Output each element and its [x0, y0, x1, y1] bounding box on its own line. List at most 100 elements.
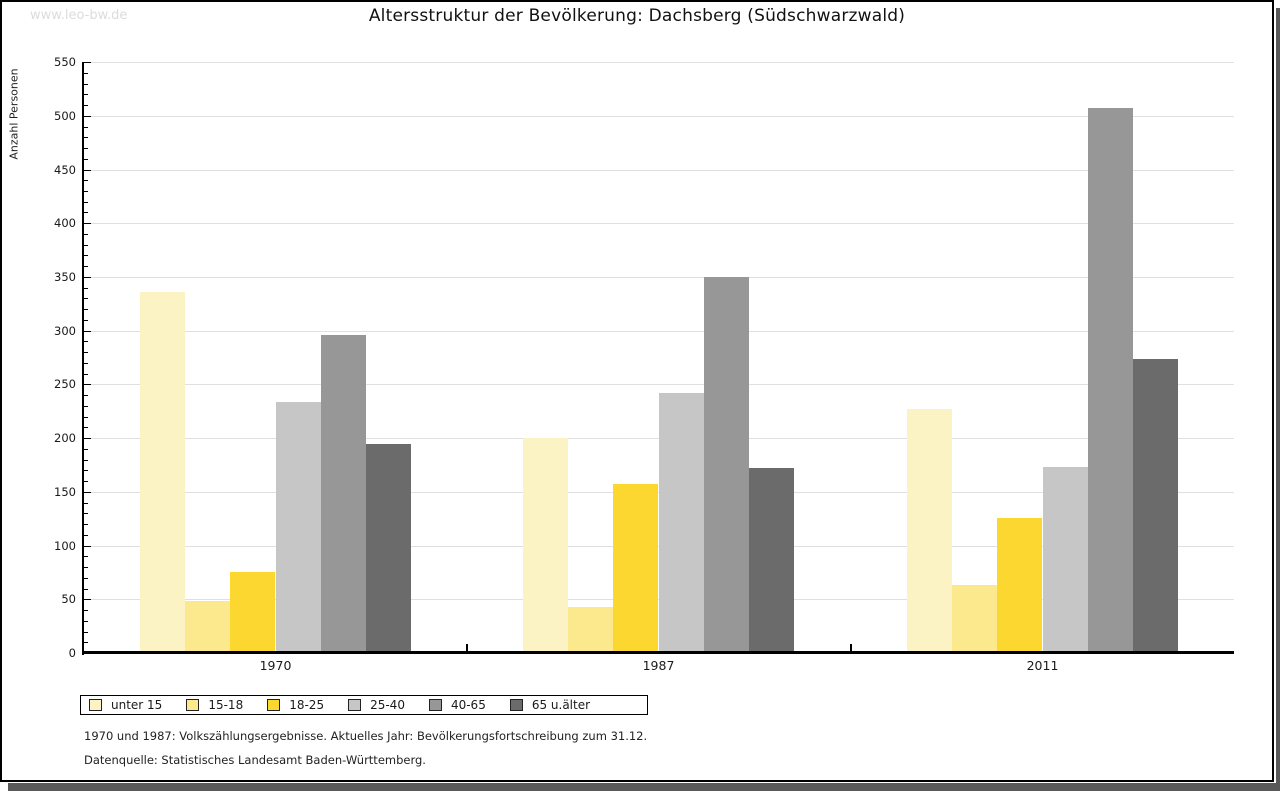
y-tick-label: 0	[68, 646, 76, 660]
y-minor-tick	[84, 631, 88, 633]
y-minor-tick	[84, 201, 88, 203]
x-axis-line	[82, 651, 1234, 654]
footnote-line-1: 1970 und 1987: Volkszählungsergebnisse. …	[84, 729, 648, 743]
bar-65-u-älter	[748, 468, 795, 653]
legend-swatch-icon	[186, 699, 200, 711]
frame-shadow-right	[1276, 8, 1280, 783]
x-group-label: 1987	[642, 658, 675, 673]
y-minor-tick	[84, 416, 88, 418]
y-minor-tick	[84, 577, 88, 579]
y-major-tick	[84, 599, 91, 601]
y-tick-label: 150	[54, 484, 76, 499]
gridline-350	[84, 276, 1234, 278]
x-group-label: 2011	[1026, 658, 1059, 673]
bar-unter-15	[906, 409, 953, 653]
y-major-tick	[84, 62, 91, 63]
y-tick-label: 250	[54, 377, 76, 392]
chart-title: Altersstruktur der Bevölkerung: Dachsber…	[368, 6, 906, 26]
y-axis-line	[82, 62, 84, 655]
legend-swatch-icon	[428, 699, 442, 711]
y-tick-label: 350	[54, 269, 76, 284]
y-tick-label: 500	[54, 108, 76, 123]
y-minor-tick	[84, 470, 88, 472]
legend-label: unter 15	[111, 698, 163, 712]
legend-label: 25-40	[370, 698, 405, 712]
bar-65-u-älter	[365, 443, 412, 653]
bar-18-25	[613, 484, 659, 653]
bar-40-65	[703, 276, 749, 653]
frame-shadow-bottom	[8, 783, 1280, 791]
y-minor-tick	[84, 105, 88, 106]
legend-swatch-icon	[267, 699, 281, 711]
gridline-300	[84, 330, 1234, 332]
bar-15-18	[568, 606, 614, 653]
y-minor-tick	[84, 341, 88, 343]
legend-swatch-icon	[89, 699, 102, 711]
y-minor-tick	[84, 180, 88, 182]
legend-item: 15-18	[186, 698, 243, 712]
legend-label: 18-25	[289, 698, 325, 712]
footnote-line-2: Datenquelle: Statistisches Landesamt Bad…	[84, 753, 426, 767]
y-minor-tick	[84, 233, 88, 235]
y-minor-tick	[84, 610, 88, 611]
y-minor-tick	[84, 448, 88, 450]
gridline-550	[84, 62, 1234, 63]
y-minor-tick	[84, 148, 88, 149]
y-major-tick	[84, 223, 91, 225]
bar-18-25	[997, 517, 1043, 653]
y-minor-tick	[84, 513, 88, 515]
y-minor-tick	[84, 588, 88, 590]
legend-label: 40-65	[450, 698, 486, 712]
y-minor-tick	[84, 502, 88, 504]
bar-25-40	[1042, 467, 1088, 653]
y-major-tick	[84, 330, 91, 332]
y-minor-tick	[84, 373, 88, 375]
y-minor-tick	[84, 481, 88, 483]
y-minor-tick	[84, 534, 88, 536]
legend-swatch-icon	[509, 699, 523, 711]
bar-15-18	[952, 585, 998, 653]
bar-unter-15	[522, 438, 569, 653]
y-minor-tick	[84, 524, 88, 526]
y-minor-tick	[84, 567, 88, 568]
y-tick-label: 400	[54, 216, 76, 231]
y-tick-label: 450	[54, 162, 76, 177]
y-major-tick	[84, 115, 91, 117]
y-minor-tick	[84, 405, 88, 407]
y-minor-tick	[84, 158, 88, 160]
y-major-tick	[84, 438, 91, 440]
bar-40-65	[320, 334, 366, 653]
y-minor-tick	[84, 126, 88, 128]
legend-label: 65 u.älter	[531, 698, 591, 712]
bar-65-u-älter	[1132, 358, 1179, 653]
y-minor-tick	[84, 83, 88, 85]
y-major-tick	[84, 384, 91, 386]
y-minor-tick	[84, 298, 88, 300]
gridline-250	[84, 384, 1234, 386]
y-minor-tick	[84, 287, 88, 289]
gridline-400	[84, 223, 1234, 225]
y-minor-tick	[84, 190, 88, 192]
y-minor-tick	[84, 319, 88, 321]
bar-18-25	[230, 572, 276, 653]
bar-25-40	[275, 401, 321, 653]
plot-area: 0 50 100 150 200 250 300 350 400 450 500 550 1970 198…	[2, 2, 1272, 780]
y-minor-tick	[84, 362, 88, 364]
y-minor-tick	[84, 642, 88, 644]
x-boundary-tick	[466, 644, 468, 651]
y-major-tick	[84, 491, 91, 493]
y-minor-tick	[84, 137, 88, 139]
x-group-label: 1970	[259, 658, 292, 673]
gridline-500	[84, 115, 1234, 117]
x-boundary-tick	[849, 644, 852, 651]
y-minor-tick	[84, 309, 88, 311]
y-minor-tick	[84, 255, 88, 257]
y-minor-tick	[84, 212, 88, 214]
y-minor-tick	[84, 72, 88, 74]
legend-swatch-icon	[348, 699, 362, 711]
y-tick-label: 300	[54, 323, 76, 338]
y-minor-tick	[84, 556, 88, 558]
bar-25-40	[658, 393, 704, 653]
y-minor-tick	[84, 94, 88, 96]
